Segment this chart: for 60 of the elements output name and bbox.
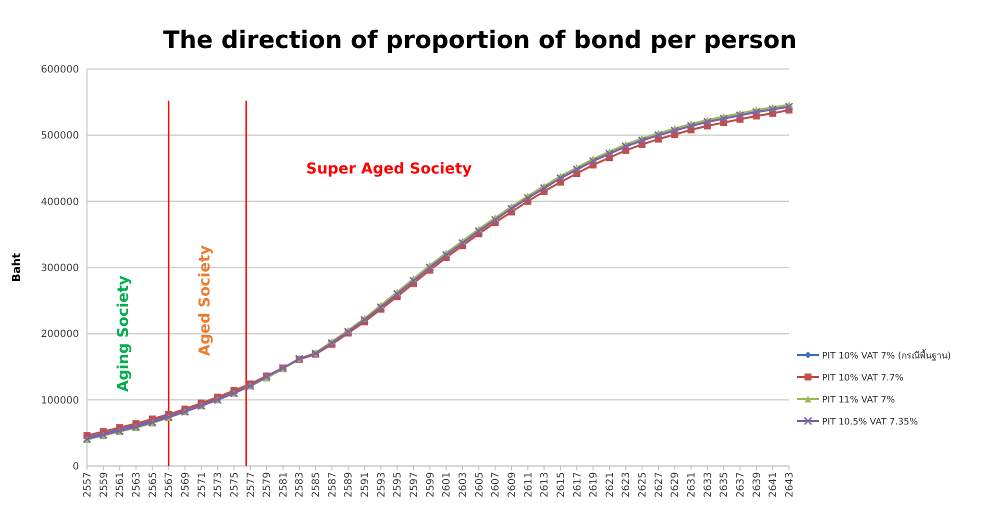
- annotation: Aging Society: [114, 275, 132, 392]
- annotation: Aged Society: [195, 244, 214, 356]
- x-tick-label: 2609: [506, 472, 518, 498]
- x-tick-label: 2611: [523, 472, 534, 498]
- x-tick-label: 2591: [360, 472, 372, 498]
- x-tick-label: 2643: [784, 472, 796, 498]
- x-tick-label: 2599: [425, 472, 436, 498]
- x-tick-label: 2637: [736, 472, 747, 498]
- legend-label: PIT 10% VAT 7% (กรณีพื้นฐาน): [822, 348, 951, 362]
- y-tick-label: 200000: [40, 329, 79, 340]
- x-tick-label: 2623: [621, 472, 632, 498]
- x-tick-label: 2635: [719, 472, 730, 498]
- x-tick-label: 2565: [148, 472, 159, 498]
- y-tick-label: 300000: [40, 263, 79, 274]
- x-tick-label: 2583: [294, 472, 306, 498]
- x-tick-label: 2587: [327, 472, 338, 498]
- x-tick-label: 2601: [442, 472, 453, 498]
- x-tick-label: 2573: [213, 472, 224, 498]
- x-tick-label: 2563: [131, 472, 142, 498]
- annotation: Super Aged Society: [306, 160, 472, 178]
- x-tick-label: 2557: [82, 472, 94, 498]
- x-tick-label: 2567: [164, 472, 176, 498]
- x-tick-label: 2625: [638, 472, 649, 498]
- x-tick-label: 2631: [686, 472, 698, 498]
- x-tick-label: 2585: [311, 472, 322, 498]
- x-tick-label: 2595: [392, 472, 404, 498]
- x-tick-label: 2613: [540, 472, 551, 498]
- legend-label: PIT 10% VAT 7.7%: [822, 374, 904, 384]
- x-tick-label: 2581: [278, 472, 290, 498]
- x-tick-label: 2571: [196, 472, 208, 498]
- chart-title: The direction of proportion of bond per person: [163, 26, 797, 54]
- x-tick-label: 2607: [490, 472, 502, 498]
- x-tick-label: 2627: [654, 472, 665, 498]
- x-tick-label: 2589: [344, 472, 355, 498]
- y-axis-title: Baht: [10, 253, 23, 282]
- y-tick-label: 0: [72, 462, 79, 472]
- x-tick-label: 2561: [115, 472, 126, 498]
- y-tick-label: 600000: [40, 64, 79, 76]
- x-tick-label: 2605: [474, 472, 486, 498]
- y-tick-label: 500000: [40, 130, 79, 142]
- legend-label: PIT 11% VAT 7%: [822, 396, 896, 406]
- x-tick-label: 2593: [376, 472, 388, 498]
- x-tick-label: 2621: [604, 472, 616, 498]
- legend-label: PIT 10.5% VAT 7.35%: [822, 418, 918, 428]
- x-tick-label: 2569: [180, 472, 192, 498]
- x-tick-label: 2579: [262, 472, 274, 498]
- x-tick-label: 2641: [768, 472, 780, 498]
- x-tick-label: 2619: [588, 472, 600, 498]
- x-tick-label: 2603: [458, 472, 469, 498]
- x-tick-label: 2577: [246, 472, 257, 498]
- x-tick-label: 2633: [702, 472, 714, 498]
- x-tick-label: 2597: [409, 472, 420, 498]
- x-tick-label: 2615: [556, 472, 567, 498]
- x-tick-label: 2639: [752, 472, 763, 498]
- x-tick-label: 2617: [572, 472, 584, 498]
- y-tick-label: 400000: [40, 196, 79, 208]
- x-tick-label: 2559: [98, 472, 110, 498]
- x-tick-label: 2629: [670, 472, 682, 498]
- y-tick-label: 100000: [40, 395, 79, 406]
- x-tick-label: 2575: [229, 472, 240, 498]
